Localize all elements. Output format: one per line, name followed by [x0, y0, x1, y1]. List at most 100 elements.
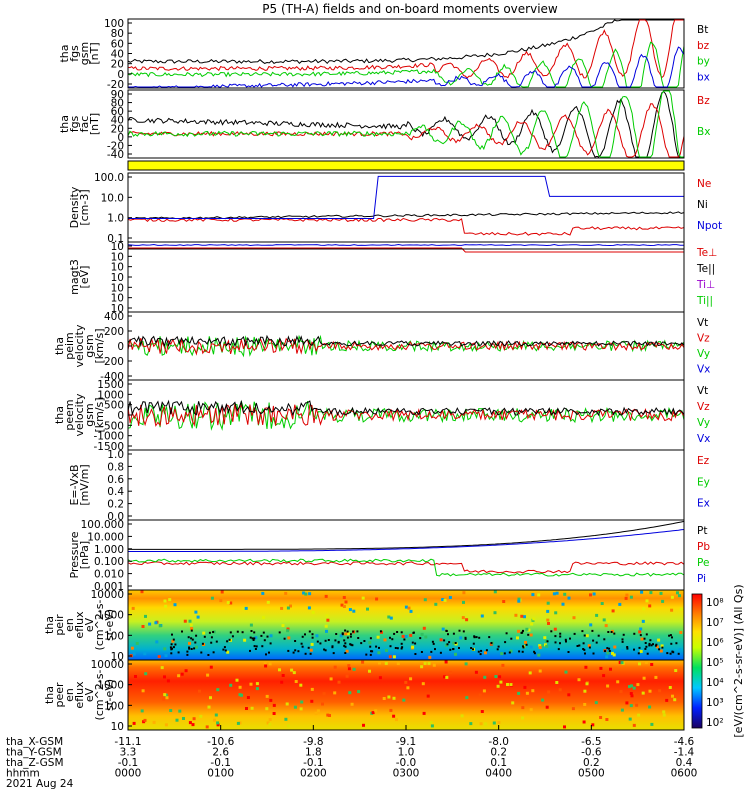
x-tick-label: -0.1	[210, 757, 231, 769]
spectrogram-cell	[409, 633, 413, 637]
spectrogram-cell	[546, 601, 550, 605]
x-row-label: tha_Z-GSM	[6, 757, 64, 769]
date-label: 2021 Aug 24	[6, 778, 74, 790]
spectrogram-cell	[344, 652, 347, 654]
spectrogram-cell	[545, 705, 549, 709]
y-tick-label: 40	[111, 49, 124, 61]
spectrogram-cell	[419, 637, 422, 640]
spectrogram-cell	[362, 723, 365, 727]
y-tick-label: 10	[111, 303, 124, 315]
spectrogram-cell	[228, 638, 231, 641]
y-label-line: (cm^2-s-	[93, 670, 106, 721]
spectrogram-cell	[130, 646, 134, 650]
spectrogram-cell	[242, 607, 246, 611]
spectrogram-cell	[385, 648, 388, 652]
series-Ni	[127, 211, 685, 220]
spectrogram-cell	[529, 645, 533, 649]
spectrogram-cell	[441, 598, 445, 601]
spectrogram-cell	[420, 665, 424, 669]
spectrogram-cell	[511, 701, 515, 705]
y-tick-label: -40	[107, 149, 124, 161]
y-tick-label: 10	[111, 651, 124, 663]
spectrogram-cell	[600, 602, 604, 605]
spectrogram-cell	[480, 710, 484, 713]
spectrogram-cell	[324, 649, 327, 652]
spectrogram-cell	[389, 616, 393, 620]
spectrogram-cell	[638, 662, 641, 666]
spectrogram-cell	[250, 706, 254, 710]
panel-efield: 1.00.80.60.40.20.0 E=-VxB[mV/m] Ez Ey Ex	[68, 449, 710, 523]
spectrogram-cell	[366, 607, 369, 611]
spectrogram-cell	[538, 669, 542, 673]
spectrogram-cell	[280, 606, 284, 610]
spectrogram-cell	[143, 652, 147, 656]
spectrogram-cell	[421, 682, 425, 686]
y-label-line: Density	[68, 186, 81, 228]
spectrogram-cell	[343, 639, 346, 642]
spectrogram-cell	[472, 648, 474, 651]
spectrogram-cell	[619, 690, 623, 694]
spectrogram-cell	[632, 723, 636, 727]
spectrogram-cell	[448, 641, 451, 644]
spectrogram-cell	[673, 698, 677, 702]
spectrogram-cell	[582, 720, 586, 724]
spectrogram-cell	[639, 634, 642, 637]
spectrogram-cell	[287, 636, 291, 640]
spectrogram-cell	[661, 599, 665, 603]
series-bx	[128, 46, 685, 88]
spectrogram-cell	[357, 690, 361, 694]
spectrogram-cell	[670, 642, 673, 645]
spectrogram-cell	[269, 634, 273, 638]
spectrogram-cell	[347, 664, 351, 668]
spectrogram-cell	[212, 630, 216, 634]
spectrogram-cell	[550, 630, 553, 633]
spectrogram-cell	[650, 644, 653, 647]
spectrogram-cell	[563, 592, 567, 596]
spectrogram-cell	[445, 630, 448, 632]
spectrogram-cell	[340, 603, 344, 607]
spectrogram-cell	[607, 631, 610, 633]
spectrogram-cell	[255, 682, 259, 686]
legend-Vt: Vt	[697, 385, 708, 397]
spectrogram-cell	[322, 692, 326, 696]
spectrogram-cell	[648, 642, 651, 645]
y-label-line: [cm-3]	[78, 189, 91, 225]
spectrogram-cell	[155, 640, 159, 644]
spectrogram-cell	[517, 597, 521, 601]
spectrogram-cell	[344, 642, 347, 645]
y-tick-label: 400	[104, 311, 124, 323]
spectrogram-cell	[188, 646, 191, 649]
spectrogram-cell	[434, 602, 438, 606]
spectrogram-cell	[400, 647, 403, 650]
spectrogram-cell	[249, 682, 253, 686]
spectrogram-cell	[174, 643, 177, 646]
spectrogram-cell	[175, 718, 179, 722]
spectrogram-cell	[516, 636, 519, 640]
spectrogram-cell	[186, 650, 189, 653]
spectrogram-cell	[254, 636, 258, 640]
spectrogram-cell	[210, 641, 213, 644]
spectrogram-cell	[422, 711, 426, 715]
spectrogram-cell	[337, 640, 340, 643]
x-tick-label: -1.4	[674, 747, 695, 759]
spectrogram-cell	[642, 607, 646, 611]
y-tick-label: 1.0	[107, 449, 124, 461]
spectrogram-cell	[378, 646, 380, 649]
spectrogram-cell	[522, 645, 524, 648]
spectrogram-cell	[525, 627, 529, 631]
spectrogram-cell	[220, 590, 224, 594]
spectrogram-cell	[658, 648, 661, 651]
spectrogram-cell	[172, 646, 175, 649]
y-tick-label: 10000	[91, 589, 124, 601]
spectrogram-cell	[633, 632, 636, 635]
spectrogram-cell	[671, 650, 674, 653]
panel-frame	[127, 18, 685, 89]
legend-Pi: Pi	[697, 573, 706, 585]
spectrogram-cell	[637, 713, 641, 717]
legend-Vx: Vx	[697, 433, 710, 445]
colorbar-label: [eV/(cm^2-s-sr-eV)] (All Qs)	[732, 584, 745, 737]
spectrogram-cell	[368, 641, 372, 645]
x-tick-label: -11.1	[114, 736, 141, 748]
spectrogram-cell	[361, 660, 365, 664]
